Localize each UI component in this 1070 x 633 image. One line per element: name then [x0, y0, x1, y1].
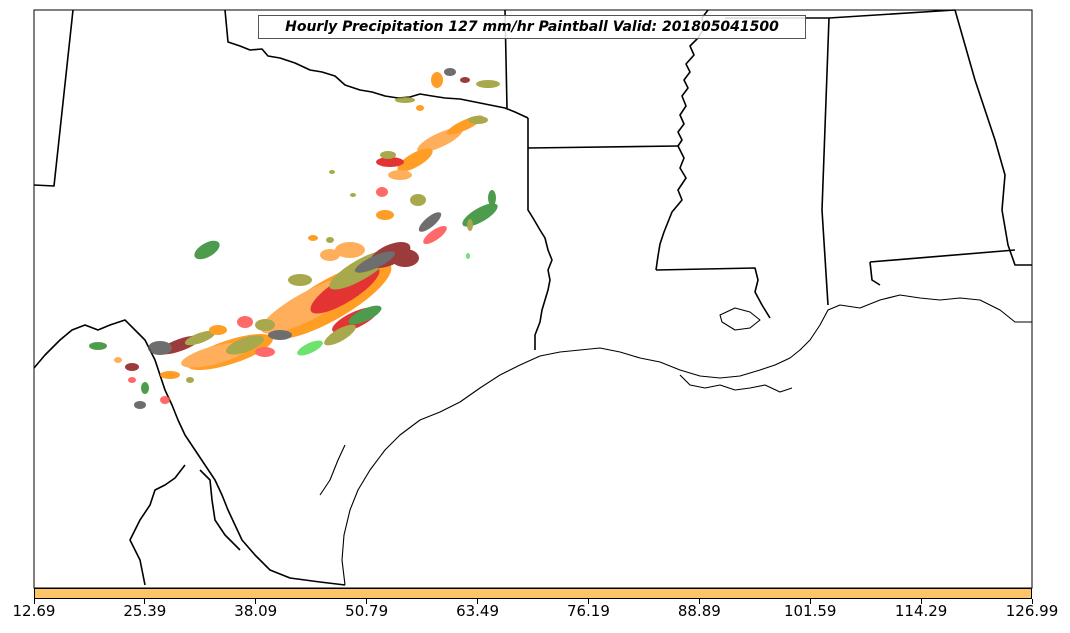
- colorbar-tick-label: 25.39: [123, 602, 167, 620]
- colorbar-tick-label: 114.29: [894, 602, 948, 620]
- northern-band: [376, 68, 500, 245]
- colorbar-tick-label: 88.89: [677, 602, 721, 620]
- colorbar-tick-label: 38.09: [234, 602, 278, 620]
- colorbar-tick: [255, 599, 257, 604]
- scattered-cells: [89, 170, 470, 409]
- map-title: Hourly Precipitation 127 mm/hr Paintball…: [258, 15, 806, 39]
- colorbar-tick-label: 63.49: [456, 602, 500, 620]
- colorbar: [34, 588, 1032, 599]
- colorbar-tick-label: 76.19: [566, 602, 610, 620]
- colorbar-tick: [144, 599, 146, 604]
- colorbar-tick-label: 126.99: [1005, 602, 1059, 620]
- colorbar-tick: [809, 599, 811, 604]
- coastline: [319, 294, 1032, 586]
- colorbar-tick-label: 12.69: [12, 602, 56, 620]
- map-frame: [33, 9, 1033, 589]
- state-borders: [33, 9, 1032, 586]
- colorbar-tick: [587, 599, 589, 604]
- colorbar-tick-label: 50.79: [345, 602, 389, 620]
- colorbar-tick-label: 101.59: [783, 602, 837, 620]
- colorbar-tick: [1031, 599, 1033, 604]
- precipitation-paintball: [89, 68, 500, 409]
- colorbar-tick: [366, 599, 368, 604]
- colorbar-tick: [477, 599, 479, 604]
- main-band: [148, 242, 419, 379]
- colorbar-tick: [920, 599, 922, 604]
- colorbar-tick: [698, 599, 700, 604]
- colorbar-tick: [33, 599, 35, 604]
